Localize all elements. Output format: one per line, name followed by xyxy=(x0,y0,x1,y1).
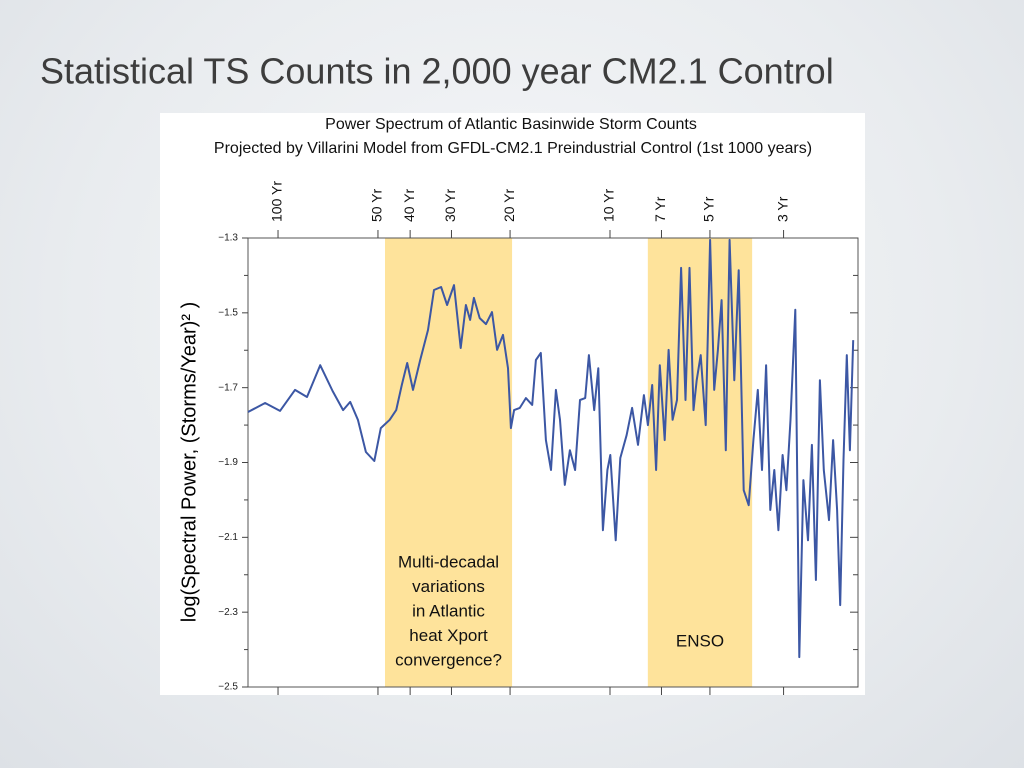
band-label: Multi-decadal xyxy=(398,552,499,571)
x-tick-label: 100 Yr xyxy=(269,181,285,222)
shaded-band xyxy=(647,238,753,687)
x-tick-label: 3 Yr xyxy=(774,196,790,222)
band-label: ENSO xyxy=(676,631,724,650)
x-tick-label: 5 Yr xyxy=(701,196,717,222)
y-tick-label: −2.5 xyxy=(218,682,238,693)
band-label: convergence? xyxy=(395,650,502,669)
y-tick-label: −1.3 xyxy=(218,233,238,244)
band-label: in Atlantic xyxy=(412,601,485,620)
slide-title: Statistical TS Counts in 2,000 year CM2.… xyxy=(40,51,834,92)
plot-area: Multi-decadal variations in Atlantic heat X… xyxy=(218,181,859,695)
x-tick-label: 30 Yr xyxy=(442,188,458,222)
x-tick-label: 7 Yr xyxy=(652,196,668,222)
y-tick-label: −2.3 xyxy=(218,607,238,618)
y-tick-label: −2.1 xyxy=(218,532,238,543)
x-tick-label: 10 Yr xyxy=(601,188,617,222)
band-label: variations xyxy=(412,577,485,596)
band-label: heat Xport xyxy=(409,626,488,645)
spectrum-line xyxy=(247,238,855,659)
x-tick-label: 50 Yr xyxy=(369,188,385,222)
chart-title: Power Spectrum of Atlantic Basinwide Sto… xyxy=(325,116,697,133)
y-axis-label: log(Spectral Power, (Storms/Year)² ) xyxy=(178,302,200,622)
y-tick-label: −1.9 xyxy=(218,457,238,468)
y-tick-label: −1.7 xyxy=(218,382,238,393)
x-tick-label: 20 Yr xyxy=(501,188,517,222)
y-tick-label: −1.5 xyxy=(218,307,238,318)
chart-title: Projected by Villarini Model from GFDL-C… xyxy=(214,140,812,157)
x-tick-label: 40 Yr xyxy=(401,188,417,222)
